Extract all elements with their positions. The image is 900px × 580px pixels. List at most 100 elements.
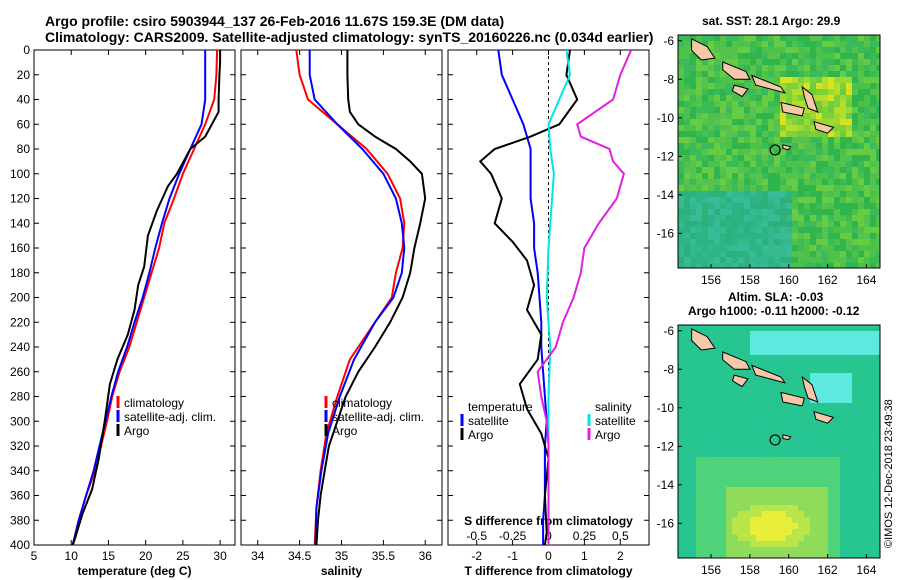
map-cell — [708, 439, 714, 445]
map-cell — [864, 125, 870, 131]
map-cell — [840, 257, 846, 263]
map-cell — [690, 361, 696, 367]
map-cell — [786, 167, 792, 173]
map-cell — [852, 385, 858, 391]
map-cell — [702, 221, 708, 227]
map-cell — [702, 523, 708, 529]
map-cell — [726, 149, 732, 155]
map-cell — [804, 221, 810, 227]
map-cell — [852, 257, 858, 263]
map-cell — [852, 469, 858, 475]
map-cell — [852, 487, 858, 493]
map-cell — [708, 245, 714, 251]
map-cell — [810, 65, 816, 71]
map-cell — [696, 191, 702, 197]
panel-temperature: 0204060801001201401601802002202402602803… — [10, 43, 236, 578]
map-cell — [786, 361, 792, 367]
map-cell — [840, 179, 846, 185]
map-cell — [720, 493, 726, 499]
map-cell — [828, 119, 834, 125]
map-cell — [762, 439, 768, 445]
map-cell — [810, 379, 816, 385]
map-cell — [870, 53, 876, 59]
map-cell — [738, 505, 744, 511]
map-cell — [876, 415, 880, 421]
map-cell — [840, 511, 846, 517]
map-cell — [828, 355, 834, 361]
map-cell — [726, 535, 732, 541]
map-cell — [714, 245, 720, 251]
map-cell — [822, 209, 828, 215]
map-cell — [720, 257, 726, 263]
map-cell — [840, 47, 846, 53]
map-cell — [738, 53, 744, 59]
map-cell — [702, 41, 708, 47]
lat-tick-label: -14 — [657, 188, 675, 202]
map-cell — [714, 119, 720, 125]
map-cell — [720, 149, 726, 155]
map-cell — [780, 439, 786, 445]
map-cell — [804, 355, 810, 361]
map-cell — [852, 119, 858, 125]
map-cell — [816, 149, 822, 155]
map-cell — [822, 493, 828, 499]
map-cell — [876, 541, 880, 547]
map-cell — [834, 191, 840, 197]
map-cell — [720, 233, 726, 239]
map-cell — [768, 215, 774, 221]
map-cell — [810, 227, 816, 233]
map-cell — [702, 197, 708, 203]
map-cell — [822, 83, 828, 89]
map-cell — [696, 427, 702, 433]
map-cell — [828, 385, 834, 391]
map-cell — [816, 77, 822, 83]
map-cell — [864, 59, 870, 65]
map-cell — [816, 221, 822, 227]
y-tick-label: 220 — [10, 315, 30, 329]
map-cell — [684, 523, 690, 529]
map-cell — [762, 173, 768, 179]
map-cell — [702, 245, 708, 251]
map-cell — [756, 203, 762, 209]
map-cell — [744, 197, 750, 203]
map-cell — [846, 409, 852, 415]
map-cell — [714, 481, 720, 487]
map-cell — [852, 215, 858, 221]
map-cell — [786, 325, 792, 331]
map-cell — [678, 209, 684, 215]
map-cell — [708, 373, 714, 379]
map-cell — [702, 451, 708, 457]
map-cell — [828, 427, 834, 433]
map-cell — [840, 203, 846, 209]
map-cell — [864, 167, 870, 173]
map-cell — [816, 155, 822, 161]
map-cell — [708, 113, 714, 119]
map-cell — [822, 203, 828, 209]
map-cell — [696, 535, 702, 541]
map-cell — [702, 457, 708, 463]
map-cell — [774, 119, 780, 125]
map-cell — [756, 125, 762, 131]
map-cell — [726, 415, 732, 421]
map-cell — [720, 221, 726, 227]
map-cell — [714, 529, 720, 535]
map-cell — [828, 221, 834, 227]
map-cell — [798, 553, 804, 558]
map-cell — [732, 535, 738, 541]
map-cell — [810, 203, 816, 209]
y-tick-label: 260 — [10, 365, 30, 379]
map-cell — [816, 469, 822, 475]
map-cell — [798, 409, 804, 415]
map-cell — [876, 337, 880, 343]
map-cell — [690, 523, 696, 529]
map-cell — [858, 77, 864, 83]
island-shape — [722, 61, 751, 80]
map-cell — [774, 397, 780, 403]
map-cell — [858, 433, 864, 439]
map-cell — [702, 35, 708, 41]
map-cell — [762, 167, 768, 173]
map-cell — [750, 547, 756, 553]
map-cell — [846, 47, 852, 53]
map-cell — [858, 167, 864, 173]
